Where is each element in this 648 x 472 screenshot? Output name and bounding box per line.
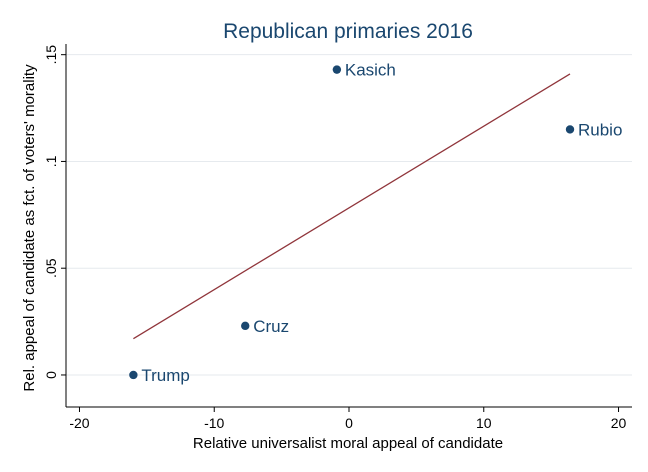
data-points: Kasich Rubio Cruz Trump	[129, 61, 622, 385]
data-point	[241, 321, 250, 331]
point-label: Trump	[141, 366, 190, 385]
gridlines	[66, 54, 632, 376]
x-tick-label: -10	[204, 415, 224, 431]
y-tick-label: .05	[43, 258, 59, 278]
fit-line-layer	[133, 73, 571, 340]
axes: -20 -10 0 10 20 0 .05 .1 .15	[43, 44, 632, 431]
chart-title: Republican primaries 2016	[223, 20, 473, 43]
x-tick-label: 20	[611, 415, 627, 431]
y-tick-label: 0	[43, 371, 59, 379]
point-label: Cruz	[253, 317, 289, 336]
y-tick-label: .15	[43, 45, 59, 65]
x-tick-label: -20	[69, 415, 89, 431]
data-point	[129, 370, 138, 380]
y-axis-title: Rel. appeal of candidate as fct. of vote…	[21, 64, 38, 392]
x-axis-title: Relative universalist moral appeal of ca…	[193, 435, 503, 452]
point-label: Rubio	[578, 120, 622, 139]
fit-line	[133, 73, 571, 340]
data-point	[332, 65, 342, 74]
data-point	[565, 125, 575, 134]
y-tick-label: .1	[43, 155, 59, 167]
point-label: Kasich	[345, 61, 396, 80]
x-tick-label: 0	[345, 415, 353, 431]
x-tick-label: 10	[476, 415, 492, 431]
